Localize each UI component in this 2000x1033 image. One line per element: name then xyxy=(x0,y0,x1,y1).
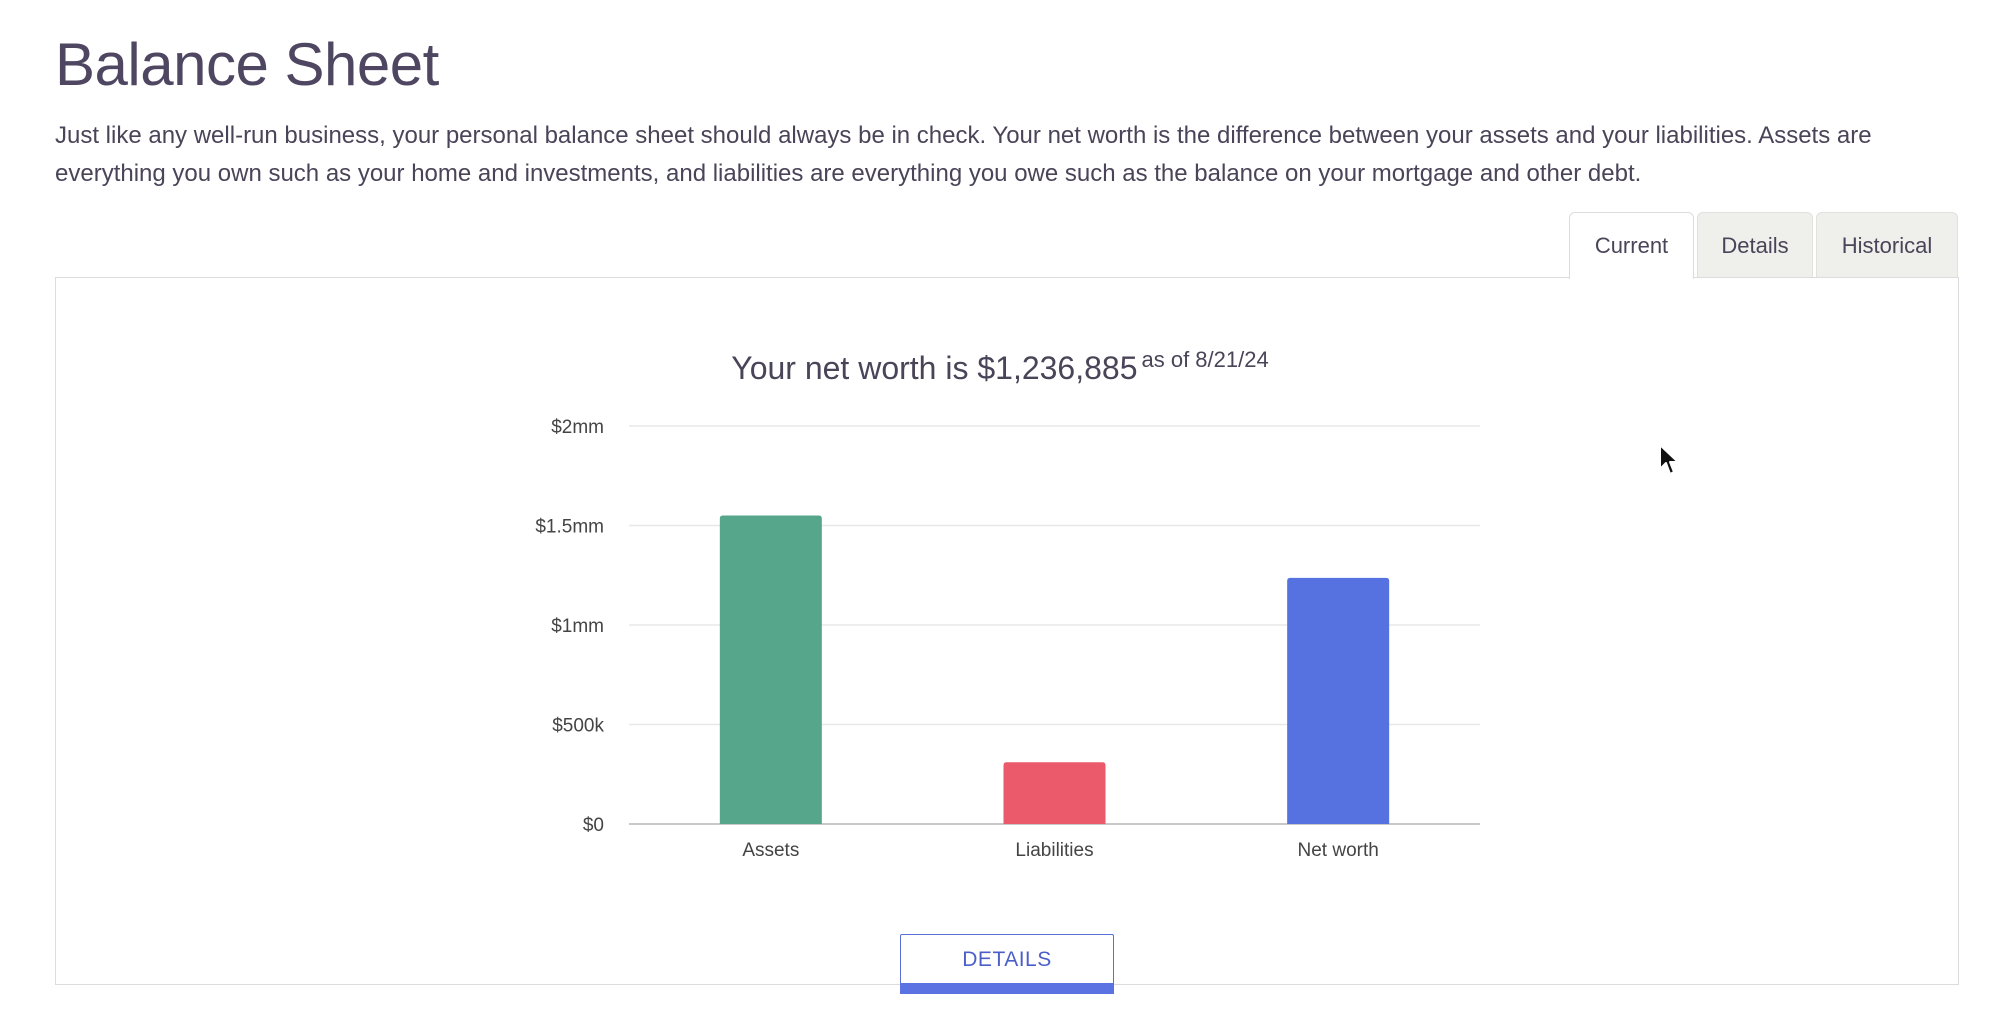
page-intro: Just like any well-run business, your pe… xyxy=(55,122,1872,187)
net-worth-summary: Your net worth is $1,236,885 xyxy=(731,350,1138,386)
bar-assets[interactable] xyxy=(719,515,822,824)
as-of-date: as of 8/21/24 xyxy=(1141,347,1269,372)
tab-current[interactable]: Current xyxy=(1569,212,1694,279)
y-tick-label: $0 xyxy=(583,815,604,836)
bar-liabilities[interactable] xyxy=(1003,762,1106,824)
net-worth-headline: Your net worth is $1,236,885 as of 8/21/2… xyxy=(0,347,2000,387)
view-tabs: Current Details Historical xyxy=(1569,212,1958,279)
current-panel xyxy=(55,277,1959,985)
tab-details[interactable]: Details xyxy=(1697,212,1813,278)
x-category-label: Assets xyxy=(742,840,799,861)
page-title: Balance Sheet xyxy=(55,31,439,98)
x-category-label: Net worth xyxy=(1298,840,1379,861)
y-tick-label: $1mm xyxy=(551,616,604,637)
bar-net-worth[interactable] xyxy=(1287,577,1390,824)
details-button[interactable]: DETAILS xyxy=(900,934,1114,994)
x-category-label: Liabilities xyxy=(1015,840,1093,861)
y-tick-label: $2mm xyxy=(551,417,604,438)
y-tick-label: $500k xyxy=(552,716,604,737)
mouse-pointer-icon xyxy=(1659,444,1679,475)
y-tick-label: $1.5mm xyxy=(535,517,604,538)
tab-historical[interactable]: Historical xyxy=(1816,212,1958,278)
